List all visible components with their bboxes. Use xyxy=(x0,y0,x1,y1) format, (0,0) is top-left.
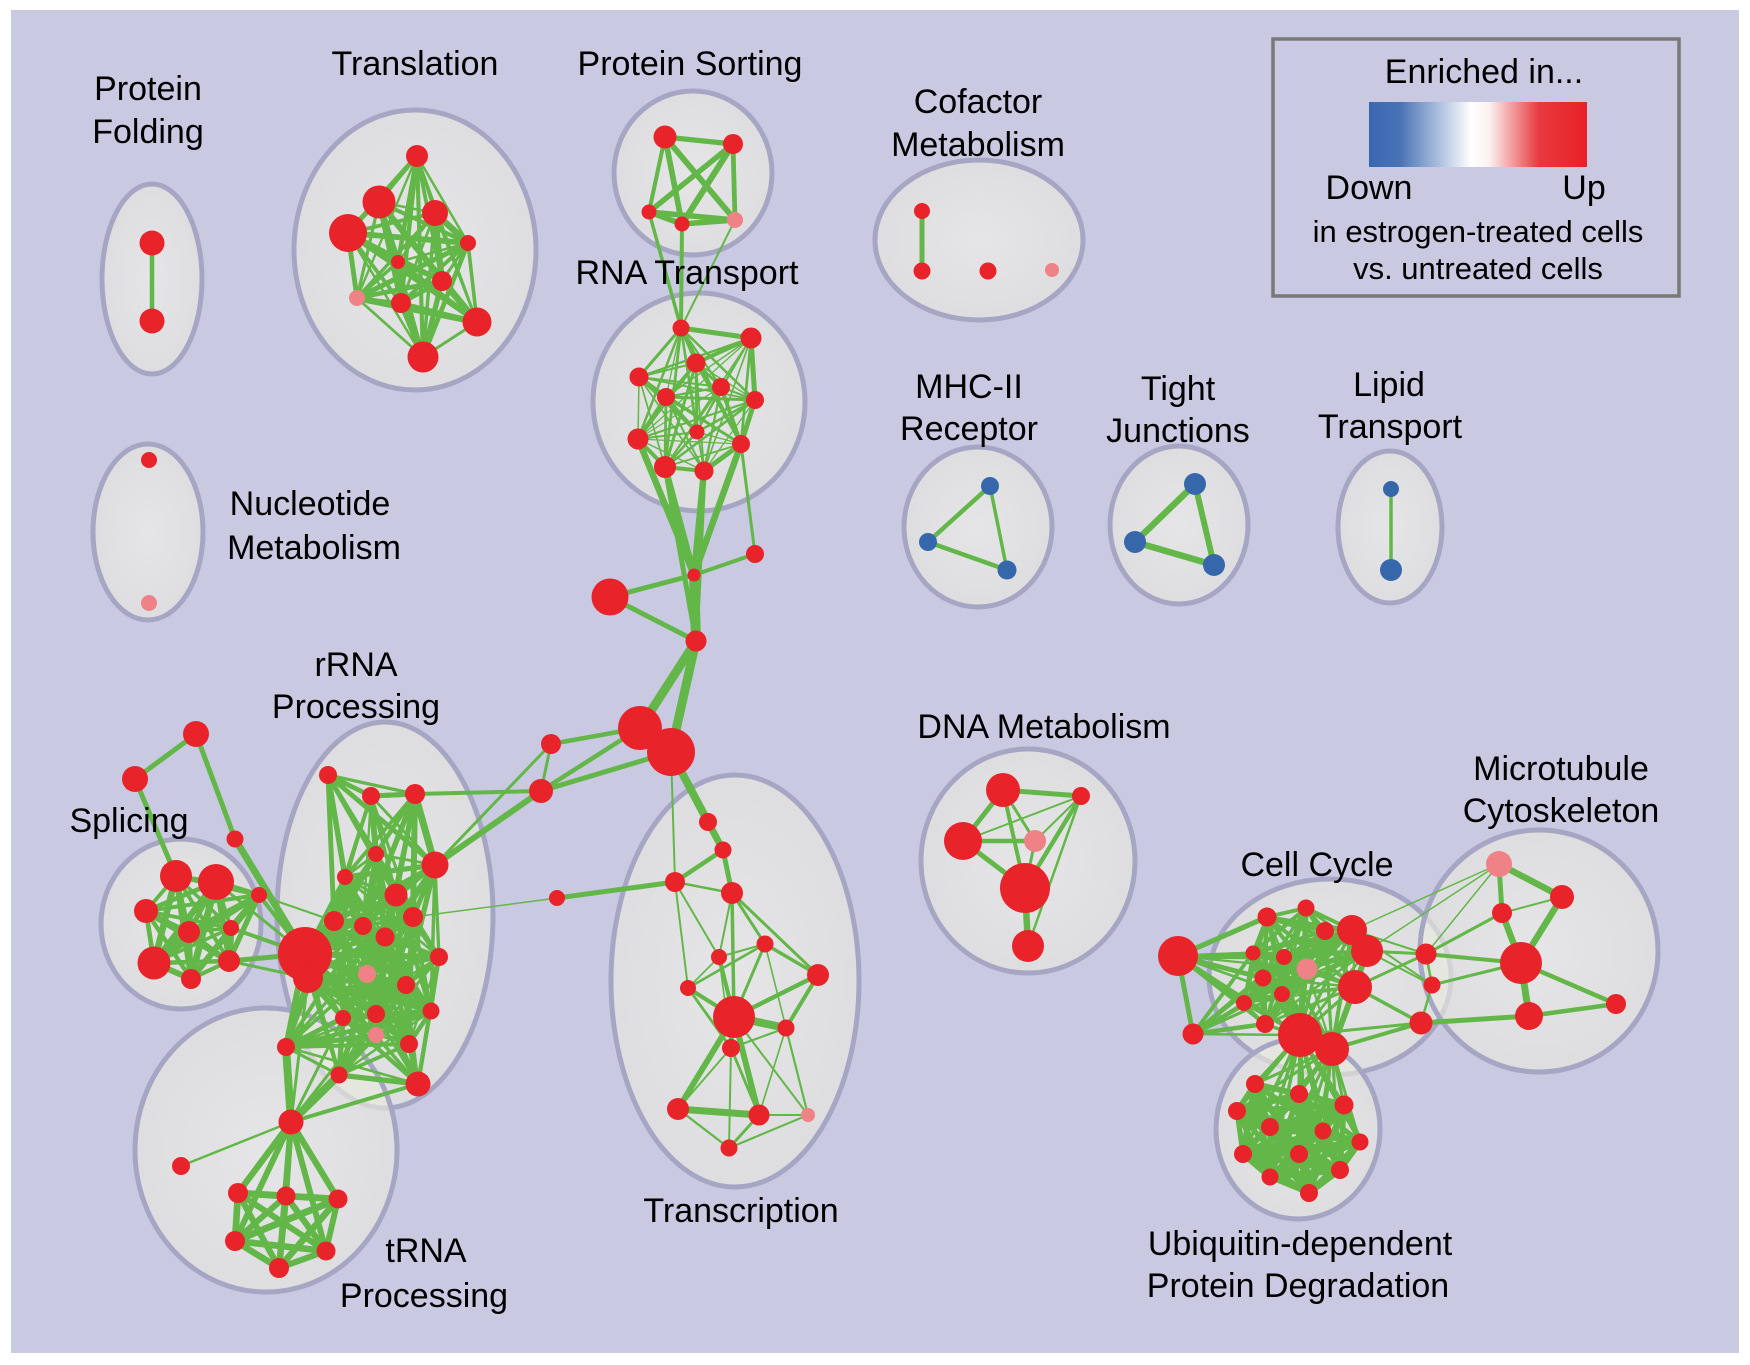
svg-text:Protein: Protein xyxy=(94,70,202,108)
svg-text:Receptor: Receptor xyxy=(900,410,1038,448)
svg-text:Microtubule: Microtubule xyxy=(1473,750,1649,788)
svg-text:Translation: Translation xyxy=(332,45,499,83)
svg-text:Protein Sorting: Protein Sorting xyxy=(578,45,803,83)
svg-text:Processing: Processing xyxy=(340,1277,508,1315)
svg-text:Protein Degradation: Protein Degradation xyxy=(1147,1267,1449,1305)
svg-text:Metabolism: Metabolism xyxy=(227,529,401,567)
svg-text:Nucleotide: Nucleotide xyxy=(230,485,391,523)
svg-text:DNA Metabolism: DNA Metabolism xyxy=(917,708,1170,746)
svg-text:Metabolism: Metabolism xyxy=(891,126,1065,164)
svg-text:rRNA: rRNA xyxy=(314,646,397,684)
svg-text:Cofactor: Cofactor xyxy=(914,83,1043,121)
svg-text:Cell Cycle: Cell Cycle xyxy=(1240,846,1393,884)
svg-text:Folding: Folding xyxy=(92,113,204,151)
svg-text:in estrogen-treated cells: in estrogen-treated cells xyxy=(1313,214,1644,249)
svg-text:Splicing: Splicing xyxy=(69,802,188,840)
svg-text:Cytoskeleton: Cytoskeleton xyxy=(1463,792,1660,830)
svg-text:tRNA: tRNA xyxy=(385,1232,467,1270)
svg-text:Ubiquitin-dependent: Ubiquitin-dependent xyxy=(1148,1225,1453,1263)
svg-text:Processing: Processing xyxy=(272,688,440,726)
svg-text:Enriched in...: Enriched in... xyxy=(1385,53,1583,91)
svg-text:Transport: Transport xyxy=(1318,408,1463,446)
svg-text:vs. untreated cells: vs. untreated cells xyxy=(1353,251,1603,286)
svg-text:Tight: Tight xyxy=(1141,370,1216,408)
svg-text:RNA Transport: RNA Transport xyxy=(576,254,800,292)
svg-text:Transcription: Transcription xyxy=(643,1192,838,1230)
svg-text:Down: Down xyxy=(1326,169,1413,207)
svg-text:MHC-II: MHC-II xyxy=(915,368,1023,406)
svg-text:Junctions: Junctions xyxy=(1106,412,1250,450)
svg-text:Up: Up xyxy=(1562,169,1605,207)
svg-text:Lipid: Lipid xyxy=(1353,366,1425,404)
